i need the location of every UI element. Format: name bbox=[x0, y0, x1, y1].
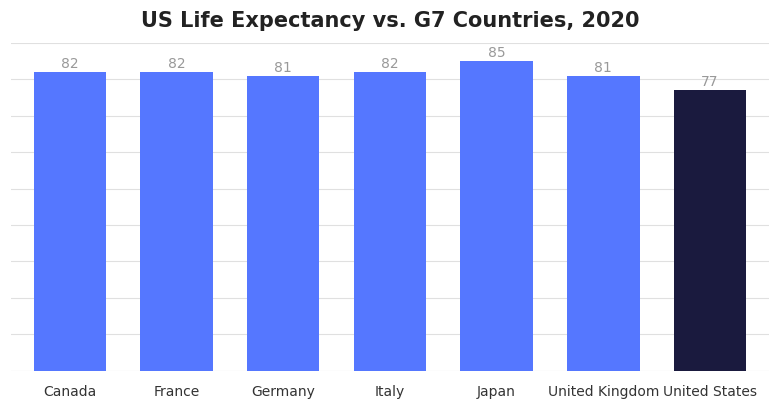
Bar bbox=[674, 91, 746, 371]
Bar bbox=[460, 62, 533, 371]
Text: 81: 81 bbox=[275, 61, 292, 74]
Text: 82: 82 bbox=[168, 57, 186, 71]
Title: US Life Expectancy vs. G7 Countries, 2020: US Life Expectancy vs. G7 Countries, 202… bbox=[140, 11, 639, 31]
Text: 82: 82 bbox=[381, 57, 399, 71]
Bar bbox=[140, 73, 213, 371]
Bar bbox=[247, 76, 320, 371]
Text: 81: 81 bbox=[594, 61, 612, 74]
Text: 85: 85 bbox=[488, 46, 505, 60]
Text: 82: 82 bbox=[61, 57, 79, 71]
Text: 77: 77 bbox=[701, 75, 719, 89]
Bar bbox=[353, 73, 426, 371]
Bar bbox=[567, 76, 640, 371]
Bar bbox=[34, 73, 106, 371]
